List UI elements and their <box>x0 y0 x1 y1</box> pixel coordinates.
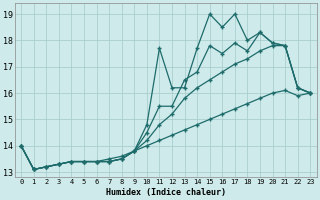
X-axis label: Humidex (Indice chaleur): Humidex (Indice chaleur) <box>106 188 226 197</box>
